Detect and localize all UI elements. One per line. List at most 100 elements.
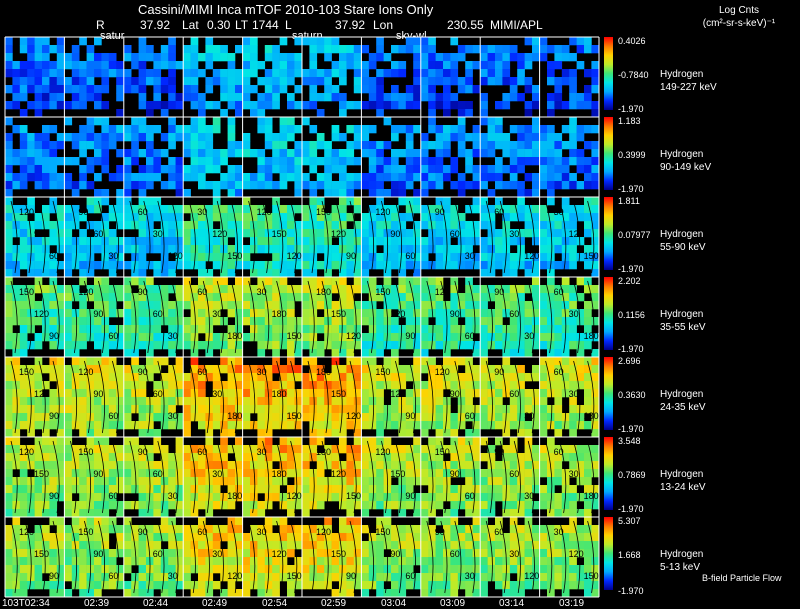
heatmap-cell [27,445,35,454]
heatmap-cell [123,285,132,294]
heatmap-cell [509,237,518,246]
heatmap-cell [168,165,176,174]
heatmap-cell [428,373,436,382]
heatmap-cell [480,469,488,478]
heatmap-cell [34,437,43,446]
heatmap-cell [212,533,221,542]
heatmap-cell [205,277,214,286]
heatmap-cell [517,413,525,422]
heatmap-cell [64,509,73,518]
contour-line [38,280,46,354]
heatmap-cell [19,493,28,502]
contour-line [367,200,375,274]
heatmap-cell [108,461,117,470]
heatmap-cell [435,237,444,246]
heatmap-cell [64,469,73,478]
heatmap-cell [302,533,310,542]
heatmap-cell [420,365,429,374]
heatmap-cell [428,37,436,46]
heatmap-cell [19,445,28,454]
heatmap-cell [108,269,117,278]
heatmap-cell [569,293,577,302]
contour-line [98,440,106,514]
heatmap-cell [457,237,466,246]
heatmap-cell [302,173,310,182]
heatmap-cell [146,357,154,366]
heatmap-cell [509,149,518,158]
heatmap-cell [539,501,548,510]
heatmap-cell [361,589,370,598]
heatmap-cell [554,381,563,390]
heatmap-cell [19,589,28,598]
heatmap-cell [272,557,280,566]
heatmap-cell [413,237,421,246]
heatmap-cell [524,229,533,238]
contour-line [395,200,403,274]
heatmap-cell [532,565,540,574]
heatmap-cell [279,541,288,550]
heatmap-cell [79,69,87,78]
heatmap-cell [532,541,540,550]
heatmap-cell [71,333,80,342]
heatmap-cell [584,157,592,166]
heatmap-cell [242,149,251,158]
heatmap-cell [569,413,577,422]
species: Hydrogen [660,149,704,160]
heatmap-cell [405,485,414,494]
heatmap-cell [569,373,577,382]
heatmap-cell [368,253,377,262]
heatmap-cell [34,493,43,502]
heatmap-cell [235,565,243,574]
heatmap-cell [272,317,280,326]
heatmap-cell [591,365,600,374]
heatmap-cell [279,325,288,334]
heatmap-cell [101,485,110,494]
contour-label: 60 [153,469,163,479]
heatmap-cell [539,421,548,430]
heatmap-cell [242,93,251,102]
contour-line [276,200,284,274]
heatmap-cell [49,253,58,262]
heatmap-cell [576,101,585,110]
heatmap-cell [235,277,243,286]
heatmap-cell [405,389,414,398]
heatmap-cell [101,101,110,110]
heatmap-cell [123,413,132,422]
heatmap-cell [131,373,139,382]
heatmap-cell [324,533,332,542]
heatmap-cell [561,365,570,374]
heatmap-cell [175,213,184,222]
heatmap-cell [376,45,384,54]
heatmap-cell [376,149,384,158]
heatmap-cell [227,525,236,534]
heatmap-cell [79,573,87,582]
heatmap-cell [287,581,295,590]
heatmap-cell [383,301,392,310]
heatmap-cell [42,485,50,494]
heatmap-cell [532,221,540,230]
heatmap-cell [64,117,73,126]
heatmap-cell [405,229,414,238]
heatmap-panel [539,117,600,198]
heatmap-cell [420,245,429,254]
heatmap-cell [250,493,258,502]
heatmap-cell [198,205,206,214]
heatmap-cell [131,549,139,558]
heatmap-cell [420,477,429,486]
heatmap-cell [34,341,43,350]
heatmap-cell [131,133,139,142]
heatmap-cell [272,405,280,414]
heatmap-cell [480,525,488,534]
heatmap-cell [584,285,592,294]
heatmap-cell [383,357,392,366]
heatmap-cell [539,365,548,374]
heatmap-cell [391,581,399,590]
heatmap-cell [487,269,496,278]
contour-label: 90 [49,411,59,421]
heatmap-cell [487,325,496,334]
heatmap-cell [108,493,117,502]
heatmap-cell [272,365,280,374]
